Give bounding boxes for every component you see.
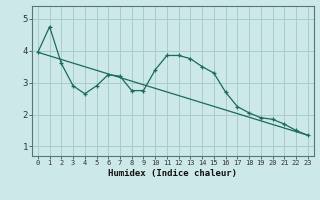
- X-axis label: Humidex (Indice chaleur): Humidex (Indice chaleur): [108, 169, 237, 178]
